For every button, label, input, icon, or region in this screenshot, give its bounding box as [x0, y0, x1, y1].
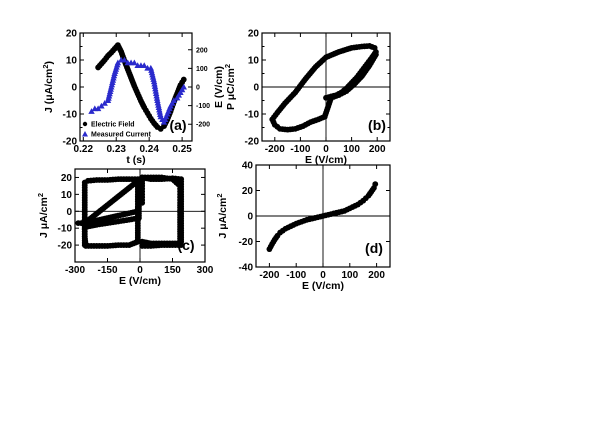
data-point [134, 204, 141, 211]
x-tick-label: -100 [290, 144, 310, 155]
y2-tick-label: 0 [196, 85, 200, 92]
x-tick-label: 100 [341, 270, 358, 281]
x-tick-label: 300 [197, 265, 214, 276]
y-axis-label: P μC/cm2 [223, 64, 238, 110]
y-tick-label: -20 [239, 237, 254, 248]
y-tick-label: -20 [63, 137, 78, 148]
y-tick-label: 20 [66, 29, 78, 40]
legend-marker-triangle [82, 131, 88, 137]
current-point [152, 85, 159, 92]
y-tick-label: -20 [245, 137, 260, 148]
y-tick-label: 0 [247, 212, 253, 223]
x-tick-label: 0.25 [172, 144, 192, 155]
legend-label: Measured Current [91, 132, 152, 139]
x-tick-label: 0 [137, 265, 143, 276]
current-point [94, 105, 102, 112]
legend-marker-circle [82, 121, 88, 127]
y2-tick-label: -200 [196, 122, 210, 129]
x-tick-label: 0 [320, 270, 326, 281]
current-point [154, 97, 161, 104]
y-tick-label: -10 [58, 224, 73, 235]
y-tick-label: 20 [242, 186, 254, 197]
x-axis-label: E (V/cm) [119, 275, 161, 287]
panel-c: -300 -150 0 150 300 -20 -10 0 10 20 E (V/cm) J μA/c… [36, 168, 214, 287]
y2-tick-label: -100 [196, 103, 210, 110]
y-tick-label: -10 [63, 110, 78, 121]
x-tick-label: -200 [259, 270, 279, 281]
y-tick-label: 10 [61, 190, 73, 201]
current-point [153, 94, 161, 101]
current-point [157, 111, 164, 117]
y-axis-label: J μA/cm2 [36, 193, 51, 238]
current-point [151, 83, 159, 89]
current-point [153, 92, 160, 99]
y-axis-label: J μA/cm2 [215, 193, 230, 238]
current-point [151, 80, 158, 87]
x-tick-label: 0.24 [139, 144, 159, 155]
legend-label: Electric Field [91, 122, 135, 129]
y-axis-label: J (μA/cm2) [41, 61, 56, 113]
y-tick-label: 10 [66, 56, 78, 67]
current-point [88, 108, 95, 114]
current-point [155, 104, 163, 111]
x-tick-label: 200 [369, 144, 386, 155]
series-group [75, 174, 185, 249]
data-point [180, 76, 187, 83]
data-point [373, 51, 379, 58]
current-point [155, 101, 162, 108]
x-axis-label: t (s) [126, 154, 145, 166]
y-tick-label: 0 [71, 83, 77, 94]
y-tick-label: -10 [245, 110, 260, 121]
x-axis-label: E (V/cm) [302, 280, 344, 292]
panel-label: (d) [365, 240, 383, 256]
x-tick-label: 0.23 [107, 144, 127, 155]
current-point [156, 108, 163, 115]
y-tick-label: 0 [66, 207, 72, 218]
series-group [88, 42, 187, 132]
current-point [154, 99, 162, 106]
current-point [156, 106, 163, 113]
y-tick-label: 10 [248, 56, 260, 67]
y-tick-label: 40 [242, 161, 254, 172]
panel-a: 0.22 0.23 0.24 0.25-20-1001020-200-10001002… [41, 29, 226, 167]
x-tick-label: -100 [286, 270, 306, 281]
y-tick-label: 20 [61, 173, 73, 184]
current-point [131, 59, 138, 66]
y2-axis-label: E (V/cm) [213, 66, 225, 108]
y-tick-label: 0 [253, 83, 259, 94]
current-point [98, 102, 105, 109]
y-tick-label: -20 [58, 241, 73, 252]
current-point [180, 83, 187, 90]
panel-label: (b) [368, 117, 386, 133]
y2-tick-label: 200 [196, 47, 208, 54]
x-tick-label: 200 [368, 270, 385, 281]
x-tick-label: 0.22 [74, 144, 94, 155]
current-point [152, 90, 160, 96]
x-tick-label: -300 [65, 265, 85, 276]
y-tick-label: -40 [239, 263, 254, 274]
y2-tick-label: 100 [196, 66, 208, 73]
current-point [150, 78, 158, 85]
current-point [101, 100, 108, 106]
current-point [121, 56, 128, 63]
y-tick-label: 20 [248, 29, 260, 40]
series-group [269, 43, 379, 133]
data-point [372, 181, 379, 188]
current-point [114, 59, 122, 66]
panel-label: (c) [177, 237, 194, 253]
x-tick-label: 0 [323, 144, 329, 155]
x-tick-label: -200 [265, 144, 285, 155]
series-group [266, 181, 379, 253]
x-tick-label: 150 [164, 265, 181, 276]
x-tick-label: 100 [343, 144, 360, 155]
x-tick-label: -150 [97, 265, 117, 276]
panel-label: (a) [169, 117, 186, 133]
current-point [141, 62, 148, 68]
current-point [170, 97, 178, 104]
x-axis-label: E (V/cm) [305, 154, 347, 166]
current-point [152, 87, 159, 94]
